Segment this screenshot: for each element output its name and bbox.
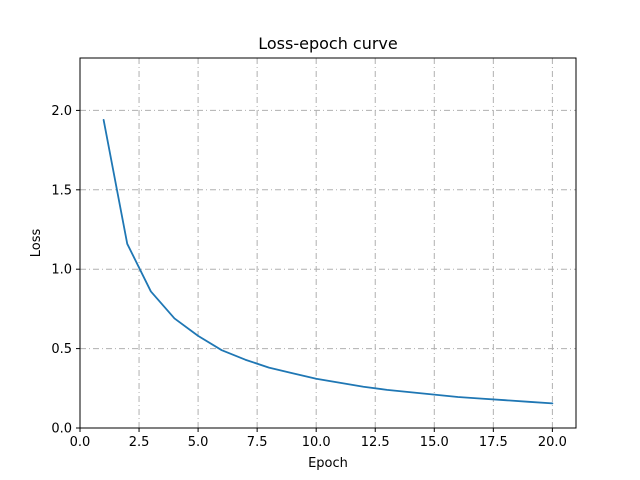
chart-title: Loss-epoch curve — [258, 34, 398, 53]
data-point — [126, 242, 129, 245]
y-tick-label: 1.0 — [51, 263, 72, 278]
data-point — [456, 396, 459, 399]
y-tick-label: 2.0 — [51, 104, 72, 119]
data-point — [527, 400, 530, 403]
data-point — [338, 381, 341, 384]
data-point — [244, 358, 247, 361]
series-layer — [102, 118, 554, 405]
data-point — [197, 334, 200, 337]
data-point — [267, 366, 270, 369]
x-tick-label: 2.5 — [129, 435, 150, 450]
data-point — [315, 377, 318, 380]
y-axis-ticks: 0.0 0.5 1.0 1.5 2.0 — [51, 104, 80, 437]
x-tick-label: 0.0 — [70, 435, 91, 450]
x-tick-label: 10.0 — [302, 435, 331, 450]
grid — [79, 58, 576, 429]
data-point — [480, 397, 483, 400]
y-axis-label: Loss — [29, 229, 44, 258]
x-tick-label: 5.0 — [188, 435, 209, 450]
x-tick-label: 7.5 — [247, 435, 268, 450]
data-point — [102, 118, 105, 121]
data-point — [220, 349, 223, 352]
x-axis-ticks: 0.0 2.5 5.0 7.5 10.0 12.5 15.0 17.5 20.0 — [70, 428, 567, 450]
y-tick-label: 1.5 — [51, 183, 72, 198]
data-point — [504, 399, 507, 402]
data-point — [149, 290, 152, 293]
x-tick-label: 15.0 — [420, 435, 449, 450]
y-tick-label: 0.0 — [51, 422, 72, 437]
data-point — [362, 385, 365, 388]
x-axis-label: Epoch — [308, 456, 348, 471]
x-tick-label: 12.5 — [361, 435, 390, 450]
data-point — [433, 393, 436, 396]
data-point — [409, 391, 412, 394]
data-point — [291, 372, 294, 375]
series-line-loss — [102, 119, 554, 405]
x-tick-label: 20.0 — [538, 435, 567, 450]
data-point — [173, 317, 176, 320]
y-tick-label: 0.5 — [51, 342, 72, 357]
data-point — [551, 402, 554, 405]
x-tick-label: 17.5 — [479, 435, 508, 450]
data-point — [386, 388, 389, 391]
plot-frame — [79, 57, 577, 429]
